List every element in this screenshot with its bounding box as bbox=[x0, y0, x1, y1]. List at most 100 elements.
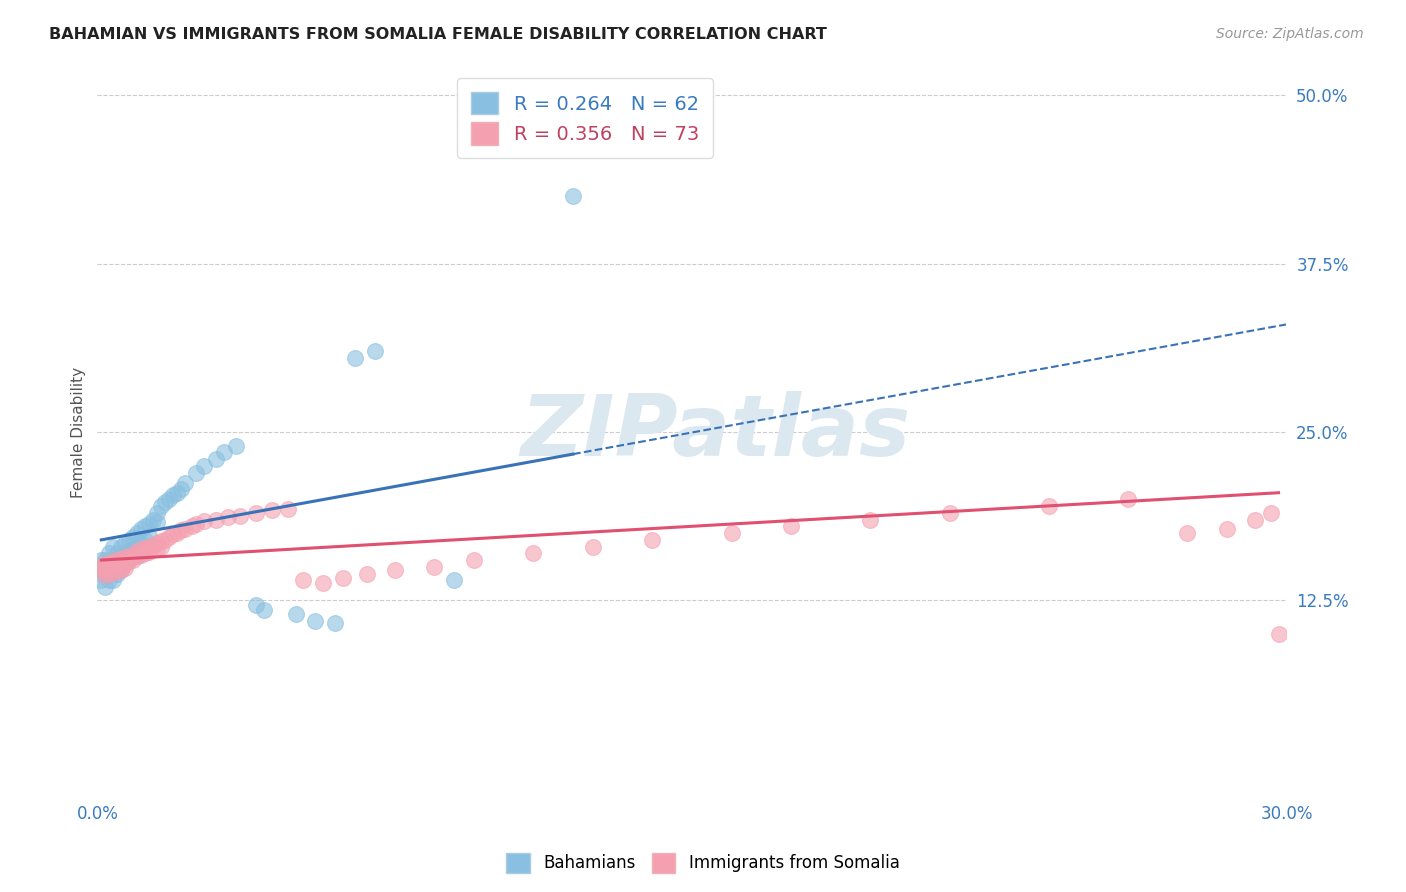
Point bbox=[98, 574, 121, 588]
Point bbox=[463, 553, 485, 567]
Point bbox=[114, 556, 136, 570]
Point bbox=[98, 556, 121, 570]
Point bbox=[125, 549, 148, 563]
Point bbox=[90, 553, 112, 567]
Point bbox=[122, 548, 145, 562]
Point bbox=[118, 553, 141, 567]
Point bbox=[122, 553, 145, 567]
Point bbox=[356, 566, 378, 581]
Point bbox=[1260, 506, 1282, 520]
Point bbox=[138, 529, 160, 543]
Point bbox=[134, 546, 156, 560]
Point bbox=[110, 551, 132, 566]
Point bbox=[1216, 522, 1239, 536]
Point bbox=[146, 541, 169, 555]
Point bbox=[364, 344, 387, 359]
Point bbox=[129, 522, 152, 536]
Point bbox=[118, 554, 141, 568]
Point bbox=[1116, 492, 1139, 507]
Point bbox=[562, 189, 585, 203]
Point bbox=[157, 492, 180, 507]
Point bbox=[193, 458, 215, 473]
Point bbox=[312, 576, 335, 591]
Point bbox=[105, 546, 128, 560]
Point bbox=[229, 508, 252, 523]
Point bbox=[153, 495, 176, 509]
Legend: Bahamians, Immigrants from Somalia: Bahamians, Immigrants from Somalia bbox=[499, 847, 907, 880]
Point bbox=[118, 533, 141, 547]
Point bbox=[122, 542, 145, 557]
Point bbox=[94, 566, 117, 581]
Point bbox=[98, 559, 121, 574]
Point bbox=[125, 543, 148, 558]
Point bbox=[384, 562, 406, 576]
Point bbox=[105, 556, 128, 570]
Point bbox=[186, 466, 208, 480]
Point bbox=[146, 516, 169, 530]
Point bbox=[166, 526, 188, 541]
Point bbox=[129, 548, 152, 562]
Point bbox=[162, 488, 184, 502]
Point bbox=[522, 546, 544, 560]
Point bbox=[105, 553, 128, 567]
Text: ZIPatlas: ZIPatlas bbox=[520, 391, 911, 474]
Point bbox=[169, 524, 191, 538]
Point bbox=[245, 598, 267, 612]
Point bbox=[149, 540, 172, 554]
Point bbox=[122, 530, 145, 544]
Point bbox=[103, 562, 125, 576]
Point bbox=[110, 557, 132, 571]
Point bbox=[859, 513, 882, 527]
Point bbox=[114, 557, 136, 571]
Legend: R = 0.264   N = 62, R = 0.356   N = 73: R = 0.264 N = 62, R = 0.356 N = 73 bbox=[457, 78, 713, 158]
Point bbox=[110, 553, 132, 567]
Point bbox=[103, 554, 125, 568]
Point bbox=[90, 574, 112, 588]
Point bbox=[105, 558, 128, 573]
Point bbox=[212, 445, 235, 459]
Point bbox=[103, 574, 125, 588]
Point bbox=[284, 607, 307, 621]
Point bbox=[193, 514, 215, 528]
Point bbox=[90, 562, 112, 576]
Point bbox=[181, 519, 204, 533]
Y-axis label: Female Disability: Female Disability bbox=[72, 367, 86, 498]
Point bbox=[138, 516, 160, 531]
Point bbox=[304, 614, 326, 628]
Point bbox=[94, 562, 117, 576]
Point bbox=[162, 527, 184, 541]
Point bbox=[110, 540, 132, 554]
Point bbox=[138, 540, 160, 554]
Point bbox=[217, 510, 239, 524]
Point bbox=[103, 540, 125, 554]
Point bbox=[260, 503, 283, 517]
Point bbox=[1243, 513, 1265, 527]
Point bbox=[94, 553, 117, 567]
Point bbox=[332, 571, 354, 585]
Point bbox=[110, 562, 132, 576]
Point bbox=[114, 546, 136, 560]
Point bbox=[423, 559, 446, 574]
Point bbox=[125, 526, 148, 541]
Point bbox=[641, 533, 664, 547]
Point bbox=[292, 574, 315, 588]
Point bbox=[98, 566, 121, 581]
Point bbox=[142, 513, 165, 527]
Point bbox=[157, 530, 180, 544]
Point bbox=[105, 566, 128, 581]
Point bbox=[149, 499, 172, 513]
Point bbox=[205, 513, 228, 527]
Point bbox=[90, 566, 112, 581]
Point bbox=[186, 516, 208, 531]
Text: Source: ZipAtlas.com: Source: ZipAtlas.com bbox=[1216, 27, 1364, 41]
Point bbox=[103, 565, 125, 579]
Point bbox=[153, 533, 176, 547]
Point bbox=[138, 545, 160, 559]
Point bbox=[443, 574, 465, 588]
Point bbox=[98, 561, 121, 575]
Point bbox=[94, 559, 117, 574]
Text: BAHAMIAN VS IMMIGRANTS FROM SOMALIA FEMALE DISABILITY CORRELATION CHART: BAHAMIAN VS IMMIGRANTS FROM SOMALIA FEMA… bbox=[49, 27, 827, 42]
Point bbox=[90, 559, 112, 574]
Point bbox=[103, 553, 125, 567]
Point bbox=[245, 506, 267, 520]
